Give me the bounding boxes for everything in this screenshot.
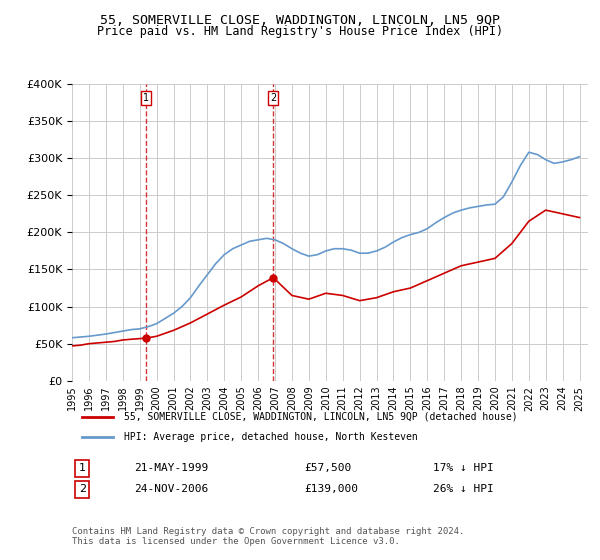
Text: 21-MAY-1999: 21-MAY-1999: [134, 463, 208, 473]
Text: 1: 1: [143, 93, 149, 103]
Text: 55, SOMERVILLE CLOSE, WADDINGTON, LINCOLN, LN5 9QP: 55, SOMERVILLE CLOSE, WADDINGTON, LINCOL…: [100, 14, 500, 27]
Text: 24-NOV-2006: 24-NOV-2006: [134, 484, 208, 494]
Text: £57,500: £57,500: [304, 463, 352, 473]
Text: HPI: Average price, detached house, North Kesteven: HPI: Average price, detached house, Nort…: [124, 432, 418, 442]
Text: 2: 2: [270, 93, 277, 103]
Text: £139,000: £139,000: [304, 484, 358, 494]
Text: 55, SOMERVILLE CLOSE, WADDINGTON, LINCOLN, LN5 9QP (detached house): 55, SOMERVILLE CLOSE, WADDINGTON, LINCOL…: [124, 412, 517, 422]
Text: Contains HM Land Registry data © Crown copyright and database right 2024.
This d: Contains HM Land Registry data © Crown c…: [72, 526, 464, 546]
Text: 26% ↓ HPI: 26% ↓ HPI: [433, 484, 494, 494]
Text: 17% ↓ HPI: 17% ↓ HPI: [433, 463, 494, 473]
Text: Price paid vs. HM Land Registry's House Price Index (HPI): Price paid vs. HM Land Registry's House …: [97, 25, 503, 38]
Text: 2: 2: [79, 484, 86, 494]
Text: 1: 1: [79, 463, 86, 473]
